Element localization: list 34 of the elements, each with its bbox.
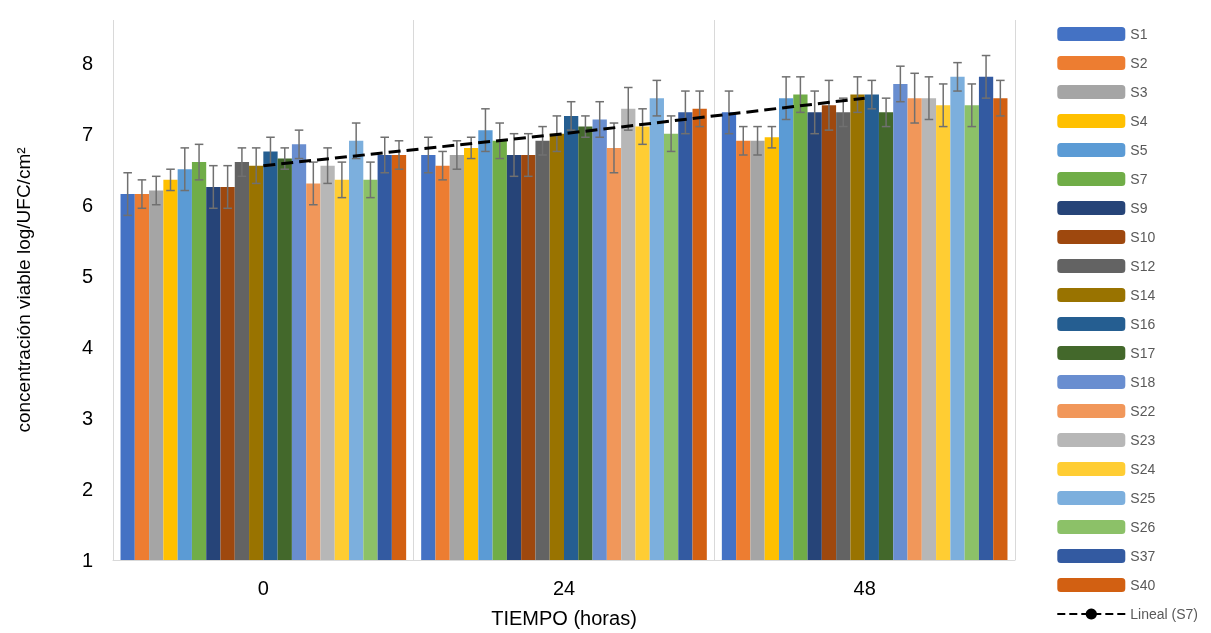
legend-label: S3 — [1130, 84, 1148, 100]
legend-label: S23 — [1130, 432, 1156, 448]
legend-label: S4 — [1130, 113, 1148, 129]
y-tick-label: 4 — [81, 335, 93, 358]
y-tick-label: 8 — [81, 51, 93, 74]
legend-label: S14 — [1130, 287, 1156, 303]
legend-label: S12 — [1130, 258, 1156, 274]
legend-label: S26 — [1130, 519, 1156, 535]
legend-label: S22 — [1130, 403, 1156, 419]
y-tick-label: 2 — [81, 477, 93, 500]
x-tick-label: 0 — [257, 577, 269, 599]
x-tick-label: 48 — [853, 577, 876, 599]
y-axis-title: concentración viable log/UFC/cm² — [13, 147, 34, 433]
legend-label: S5 — [1130, 142, 1148, 158]
y-tick-label: 6 — [81, 193, 93, 216]
legend-label: S16 — [1130, 316, 1156, 332]
legend-label: S1 — [1130, 26, 1148, 42]
legend-label: S37 — [1130, 548, 1156, 564]
y-tick-label: 5 — [81, 264, 93, 287]
y-tick-label: 7 — [81, 122, 93, 145]
legend-label: S24 — [1130, 461, 1156, 477]
legend-label: S25 — [1130, 490, 1156, 506]
legend-label: S10 — [1130, 229, 1156, 245]
legend-label: S9 — [1130, 200, 1148, 216]
x-tick-label: 24 — [552, 577, 576, 599]
legend-label: S18 — [1130, 374, 1156, 390]
y-tick-label: 3 — [81, 406, 93, 429]
legend-label: S7 — [1130, 171, 1148, 187]
legend-label: S17 — [1130, 345, 1156, 361]
x-axis-title: TIEMPO (horas) — [491, 607, 637, 629]
legend-label: S2 — [1130, 55, 1148, 71]
legend-label: Lineal (S7) — [1130, 606, 1198, 622]
legend-label: S40 — [1130, 577, 1156, 593]
y-tick-label: 1 — [81, 549, 93, 571]
